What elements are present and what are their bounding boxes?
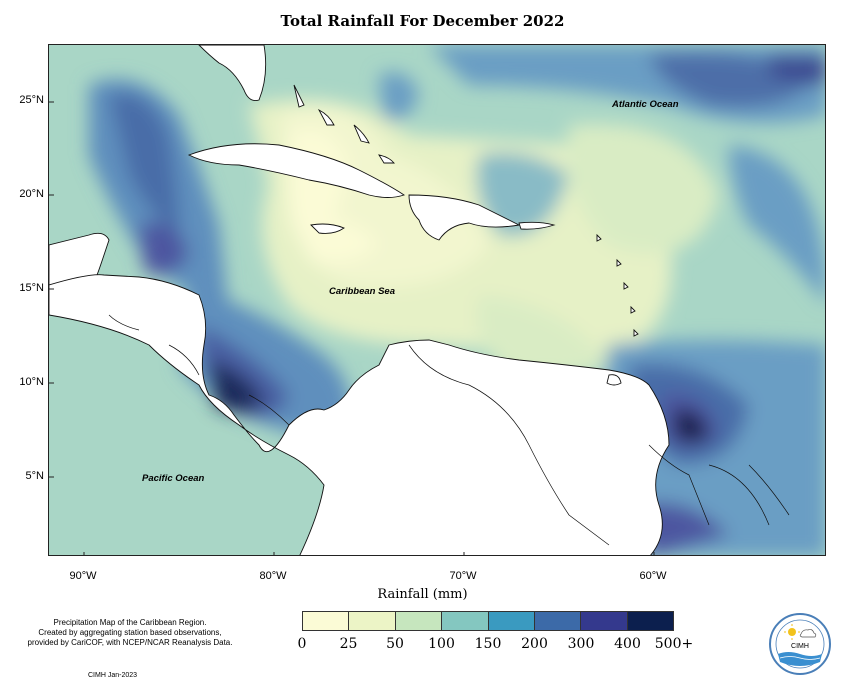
legend-swatch — [395, 612, 443, 630]
rainfall-map-svg: Atlantic Ocean Caribbean Sea Pacific Oce… — [49, 45, 825, 555]
legend-swatch — [581, 612, 628, 630]
axis-ticks — [49, 101, 655, 555]
label-atlantic-ocean: Atlantic Ocean — [611, 99, 679, 110]
lat-label-10n: 10°N — [19, 376, 44, 388]
legend-swatch — [488, 612, 535, 630]
legend-swatch — [303, 612, 350, 630]
legend-tick-label: 100 — [428, 636, 455, 652]
legend-tick-label: 25 — [339, 636, 358, 652]
legend-tick-label: 50 — [386, 636, 404, 652]
lon-label-80w: 80°W — [259, 570, 287, 582]
rainfall-map: Atlantic Ocean Caribbean Sea Pacific Oce… — [48, 44, 826, 556]
x-axis-title: Rainfall (mm) — [377, 587, 468, 602]
cimh-logo: CIMH — [768, 612, 832, 676]
legend-tick-label: 150 — [474, 636, 502, 652]
legend-tick-label: 200 — [521, 636, 548, 652]
legend-swatch — [349, 612, 396, 630]
legend-swatch — [534, 612, 582, 630]
legend-swatch — [627, 612, 673, 630]
legend-tick-label: 0 — [297, 636, 307, 652]
lat-label-5n: 5°N — [25, 470, 44, 482]
lat-label-20n: 20°N — [19, 188, 44, 200]
lat-label-15n: 15°N — [19, 282, 44, 294]
lat-label-25n: 25°N — [19, 94, 44, 106]
legend-tick-label: 300 — [567, 636, 595, 652]
map-description: Precipitation Map of the Caribbean Regio… — [10, 618, 250, 648]
lon-label-70w: 70°W — [449, 570, 477, 582]
label-pacific-ocean: Pacific Ocean — [142, 473, 205, 484]
country-borders — [108, 314, 790, 546]
label-caribbean-sea: Caribbean Sea — [329, 286, 395, 297]
lon-label-60w: 60°W — [639, 570, 667, 582]
description-line: provided by CariCOF, with NCEP/NCAR Rean… — [27, 638, 233, 647]
legend-swatch — [442, 612, 489, 630]
legend-tick-label: 400 — [614, 636, 641, 652]
legend-tick-label: 500+ — [654, 636, 694, 652]
lon-label-90w: 90°W — [69, 570, 97, 582]
color-legend — [302, 611, 674, 631]
legend-ticks: 0 25 50 100 150 200 300 400 500+ — [298, 636, 722, 656]
map-title: Total Rainfall For December 2022 — [280, 12, 565, 30]
description-line: Precipitation Map of the Caribbean Regio… — [53, 618, 207, 627]
description-line: Created by aggregating station based obs… — [38, 628, 222, 637]
credit-text: CIMH Jan-2023 — [88, 672, 138, 679]
logo-text: CIMH — [791, 643, 809, 650]
land-masses — [49, 45, 670, 555]
